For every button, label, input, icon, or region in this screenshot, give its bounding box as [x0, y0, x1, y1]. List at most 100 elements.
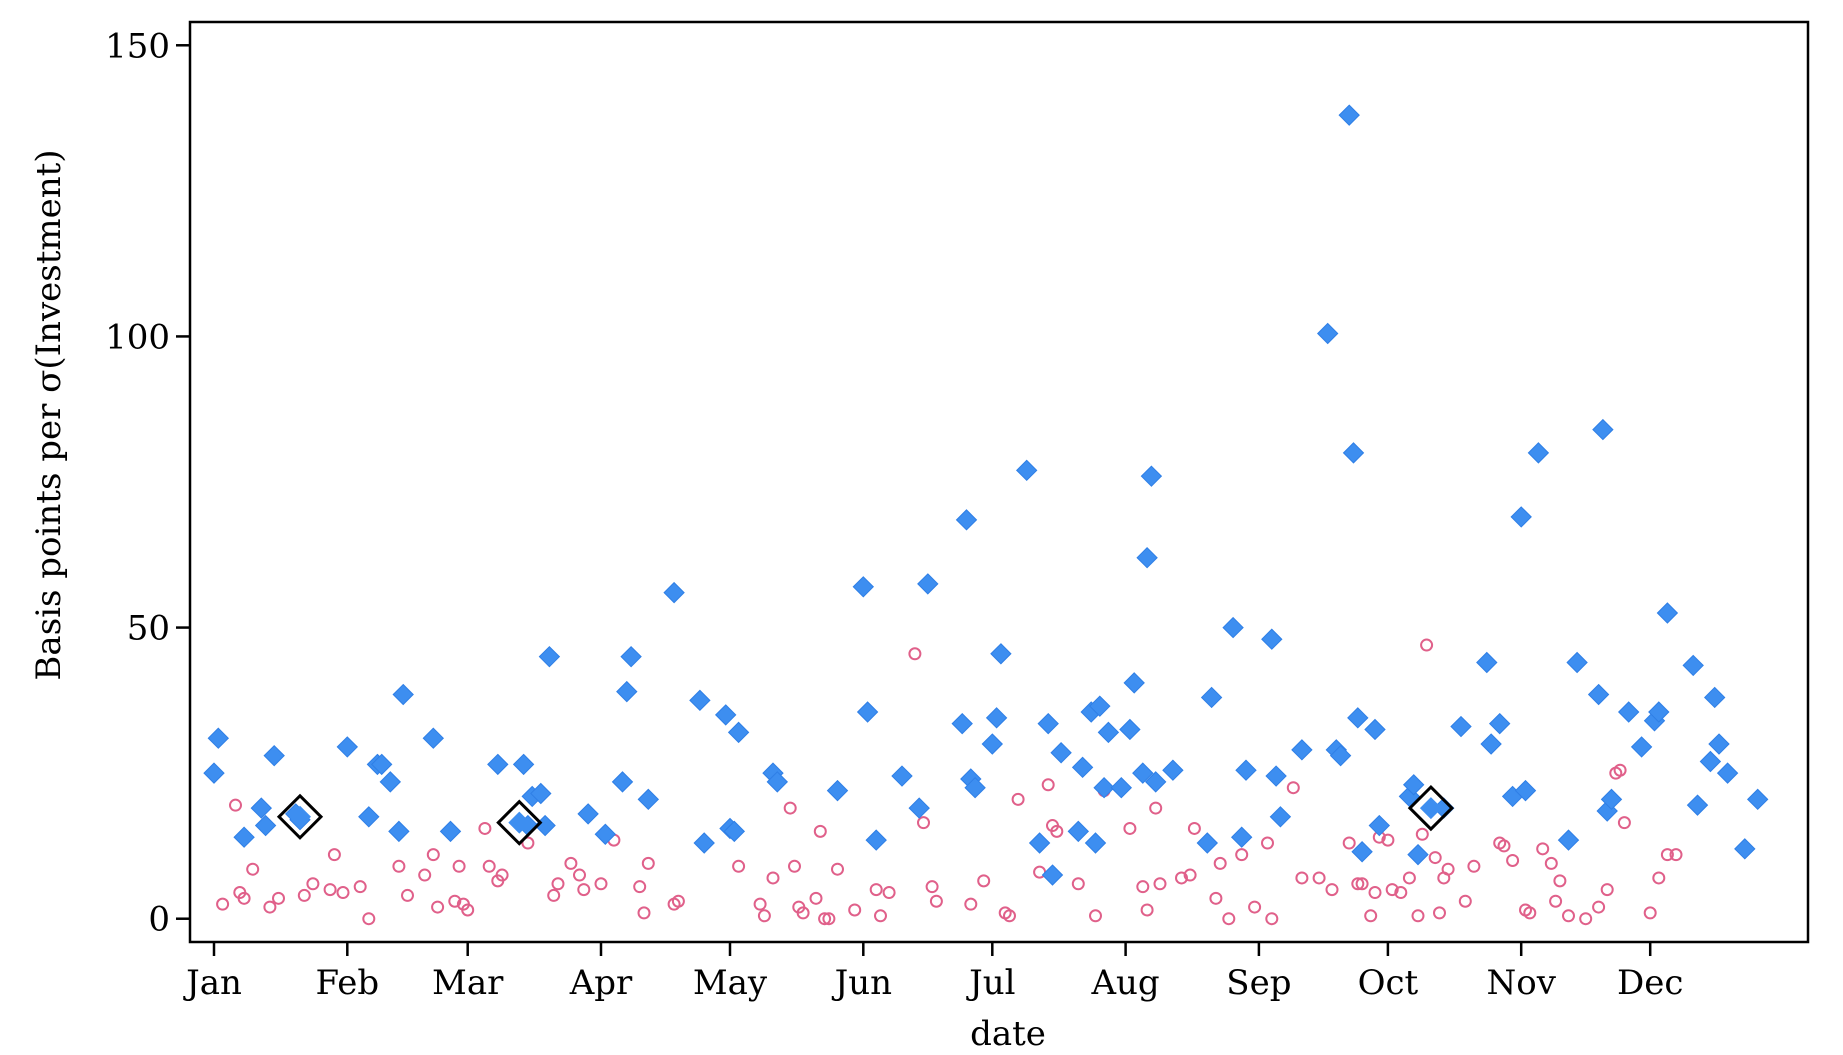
blue-diamond-point	[1347, 707, 1369, 729]
pink-circle-point	[216, 897, 230, 911]
pink-circle-point	[297, 888, 311, 902]
pink-circle-point	[1149, 801, 1163, 815]
pink-circle-point	[1041, 778, 1055, 792]
blue-diamond-point	[908, 797, 930, 819]
blue-diamond-point	[1037, 712, 1059, 735]
blue-diamond-point	[1351, 841, 1373, 863]
pink-circle-point	[929, 894, 943, 908]
pink-circle-point	[1140, 903, 1154, 917]
pink-circle-point	[641, 856, 655, 870]
blue-diamond-point	[439, 820, 462, 843]
pink-circle-point	[1050, 824, 1064, 838]
pink-circle-point	[392, 859, 406, 873]
blue-diamond-point	[254, 814, 277, 837]
pink-circle-point	[1613, 763, 1627, 777]
blue-diamond-point	[1316, 322, 1339, 345]
pink-circle-point	[1351, 877, 1365, 891]
pink-circle-point	[1003, 909, 1016, 923]
pink-circle-point	[1183, 868, 1197, 882]
pink-circle-point	[594, 877, 608, 891]
pink-circle-point	[577, 883, 591, 897]
pink-circle-point	[796, 906, 810, 920]
blue-diamond-point	[594, 823, 617, 845]
pink-circle-point	[1136, 880, 1150, 894]
pink-circle-point	[1428, 851, 1442, 865]
pink-circle-point	[1385, 883, 1399, 897]
blue-diamond-point	[530, 782, 552, 805]
blue-diamond-point	[1566, 651, 1588, 674]
pink-circle-point	[448, 894, 462, 908]
pink-circle-point	[1123, 821, 1137, 835]
pink-circle-point	[1441, 862, 1455, 876]
blue-diamond-point	[1269, 806, 1292, 828]
blue-diamond-point	[1235, 759, 1257, 781]
blue-diamond-point	[1617, 701, 1640, 723]
pink-circle-point	[917, 816, 930, 830]
pink-circle-point	[757, 909, 771, 923]
blue-diamond-point	[1476, 651, 1498, 674]
pink-circle-point	[869, 883, 883, 897]
pink-circle-point	[1420, 638, 1434, 652]
pink-circle-point	[783, 801, 797, 815]
pink-circle-point	[874, 909, 887, 923]
blue-diamond-point	[1136, 546, 1158, 569]
blue-diamond-point	[1093, 776, 1115, 799]
blue-diamond-point	[714, 704, 737, 726]
blue-diamond-point	[1119, 718, 1141, 741]
pink-circle-point	[1355, 877, 1369, 891]
pink-circle-point	[977, 874, 991, 888]
blue-diamond-point	[1488, 712, 1511, 735]
blue-diamond-point	[1699, 750, 1722, 773]
pink-circle-point	[461, 903, 475, 917]
pink-circle-point	[1643, 906, 1657, 920]
blue-diamond-point	[663, 581, 685, 604]
pink-circle-point	[229, 798, 242, 812]
y-tick-label: 100	[105, 317, 170, 357]
blue-diamond-point	[616, 680, 638, 703]
pink-circle-point	[1286, 781, 1300, 795]
pink-circle-point	[1536, 842, 1550, 856]
pink-circle-point	[573, 868, 586, 882]
blue-diamond-point	[336, 736, 359, 758]
highlight-diamond-outline	[1407, 784, 1455, 832]
blue-diamond-point	[727, 721, 750, 744]
blue-diamond-point	[826, 779, 849, 802]
pink-circle-point	[964, 897, 978, 911]
x-tick-label: Nov	[1486, 963, 1556, 1003]
x-tick-label: Jun	[832, 963, 892, 1003]
pink-circle-point	[1342, 836, 1356, 850]
pink-circle-point	[1506, 853, 1520, 867]
blue-diamond-point	[637, 788, 660, 811]
x-tick-label: Mar	[432, 963, 504, 1003]
pink-circle-point	[1222, 912, 1236, 926]
x-tick-label: Jul	[966, 963, 1015, 1003]
highlight-fill	[1419, 797, 1442, 820]
pink-circle-point	[1497, 839, 1511, 853]
blue-diamond-point	[1514, 779, 1537, 802]
blue-diamond-point	[1703, 686, 1726, 709]
blue-diamond-point	[955, 509, 978, 531]
pink-circle-point	[925, 880, 939, 894]
blue-diamond-point	[1716, 762, 1739, 784]
blue-diamond-point	[1144, 771, 1167, 793]
blue-diamond-point	[1084, 832, 1107, 854]
pink-circle-point	[732, 859, 746, 873]
blue-diamond-point	[379, 771, 402, 793]
blue-diamond-point	[1028, 832, 1051, 854]
blue-diamond-point	[370, 753, 393, 776]
blue-diamond-point	[207, 727, 230, 749]
blue-diamond-point	[856, 701, 879, 723]
pink-circle-point	[1415, 827, 1429, 841]
pink-circle-point	[753, 897, 767, 911]
highlight-fill	[289, 805, 311, 828]
pink-circle-point	[1187, 821, 1201, 835]
blue-diamond-point	[1089, 695, 1111, 717]
pink-circle-point	[327, 848, 341, 862]
pink-circle-point	[1089, 909, 1102, 923]
pink-circle-point	[272, 891, 285, 905]
pink-circle-point	[1562, 909, 1575, 923]
blue-diamond-point	[1132, 762, 1154, 784]
pink-circle-point	[766, 871, 780, 885]
pink-circle-point	[1213, 856, 1227, 870]
